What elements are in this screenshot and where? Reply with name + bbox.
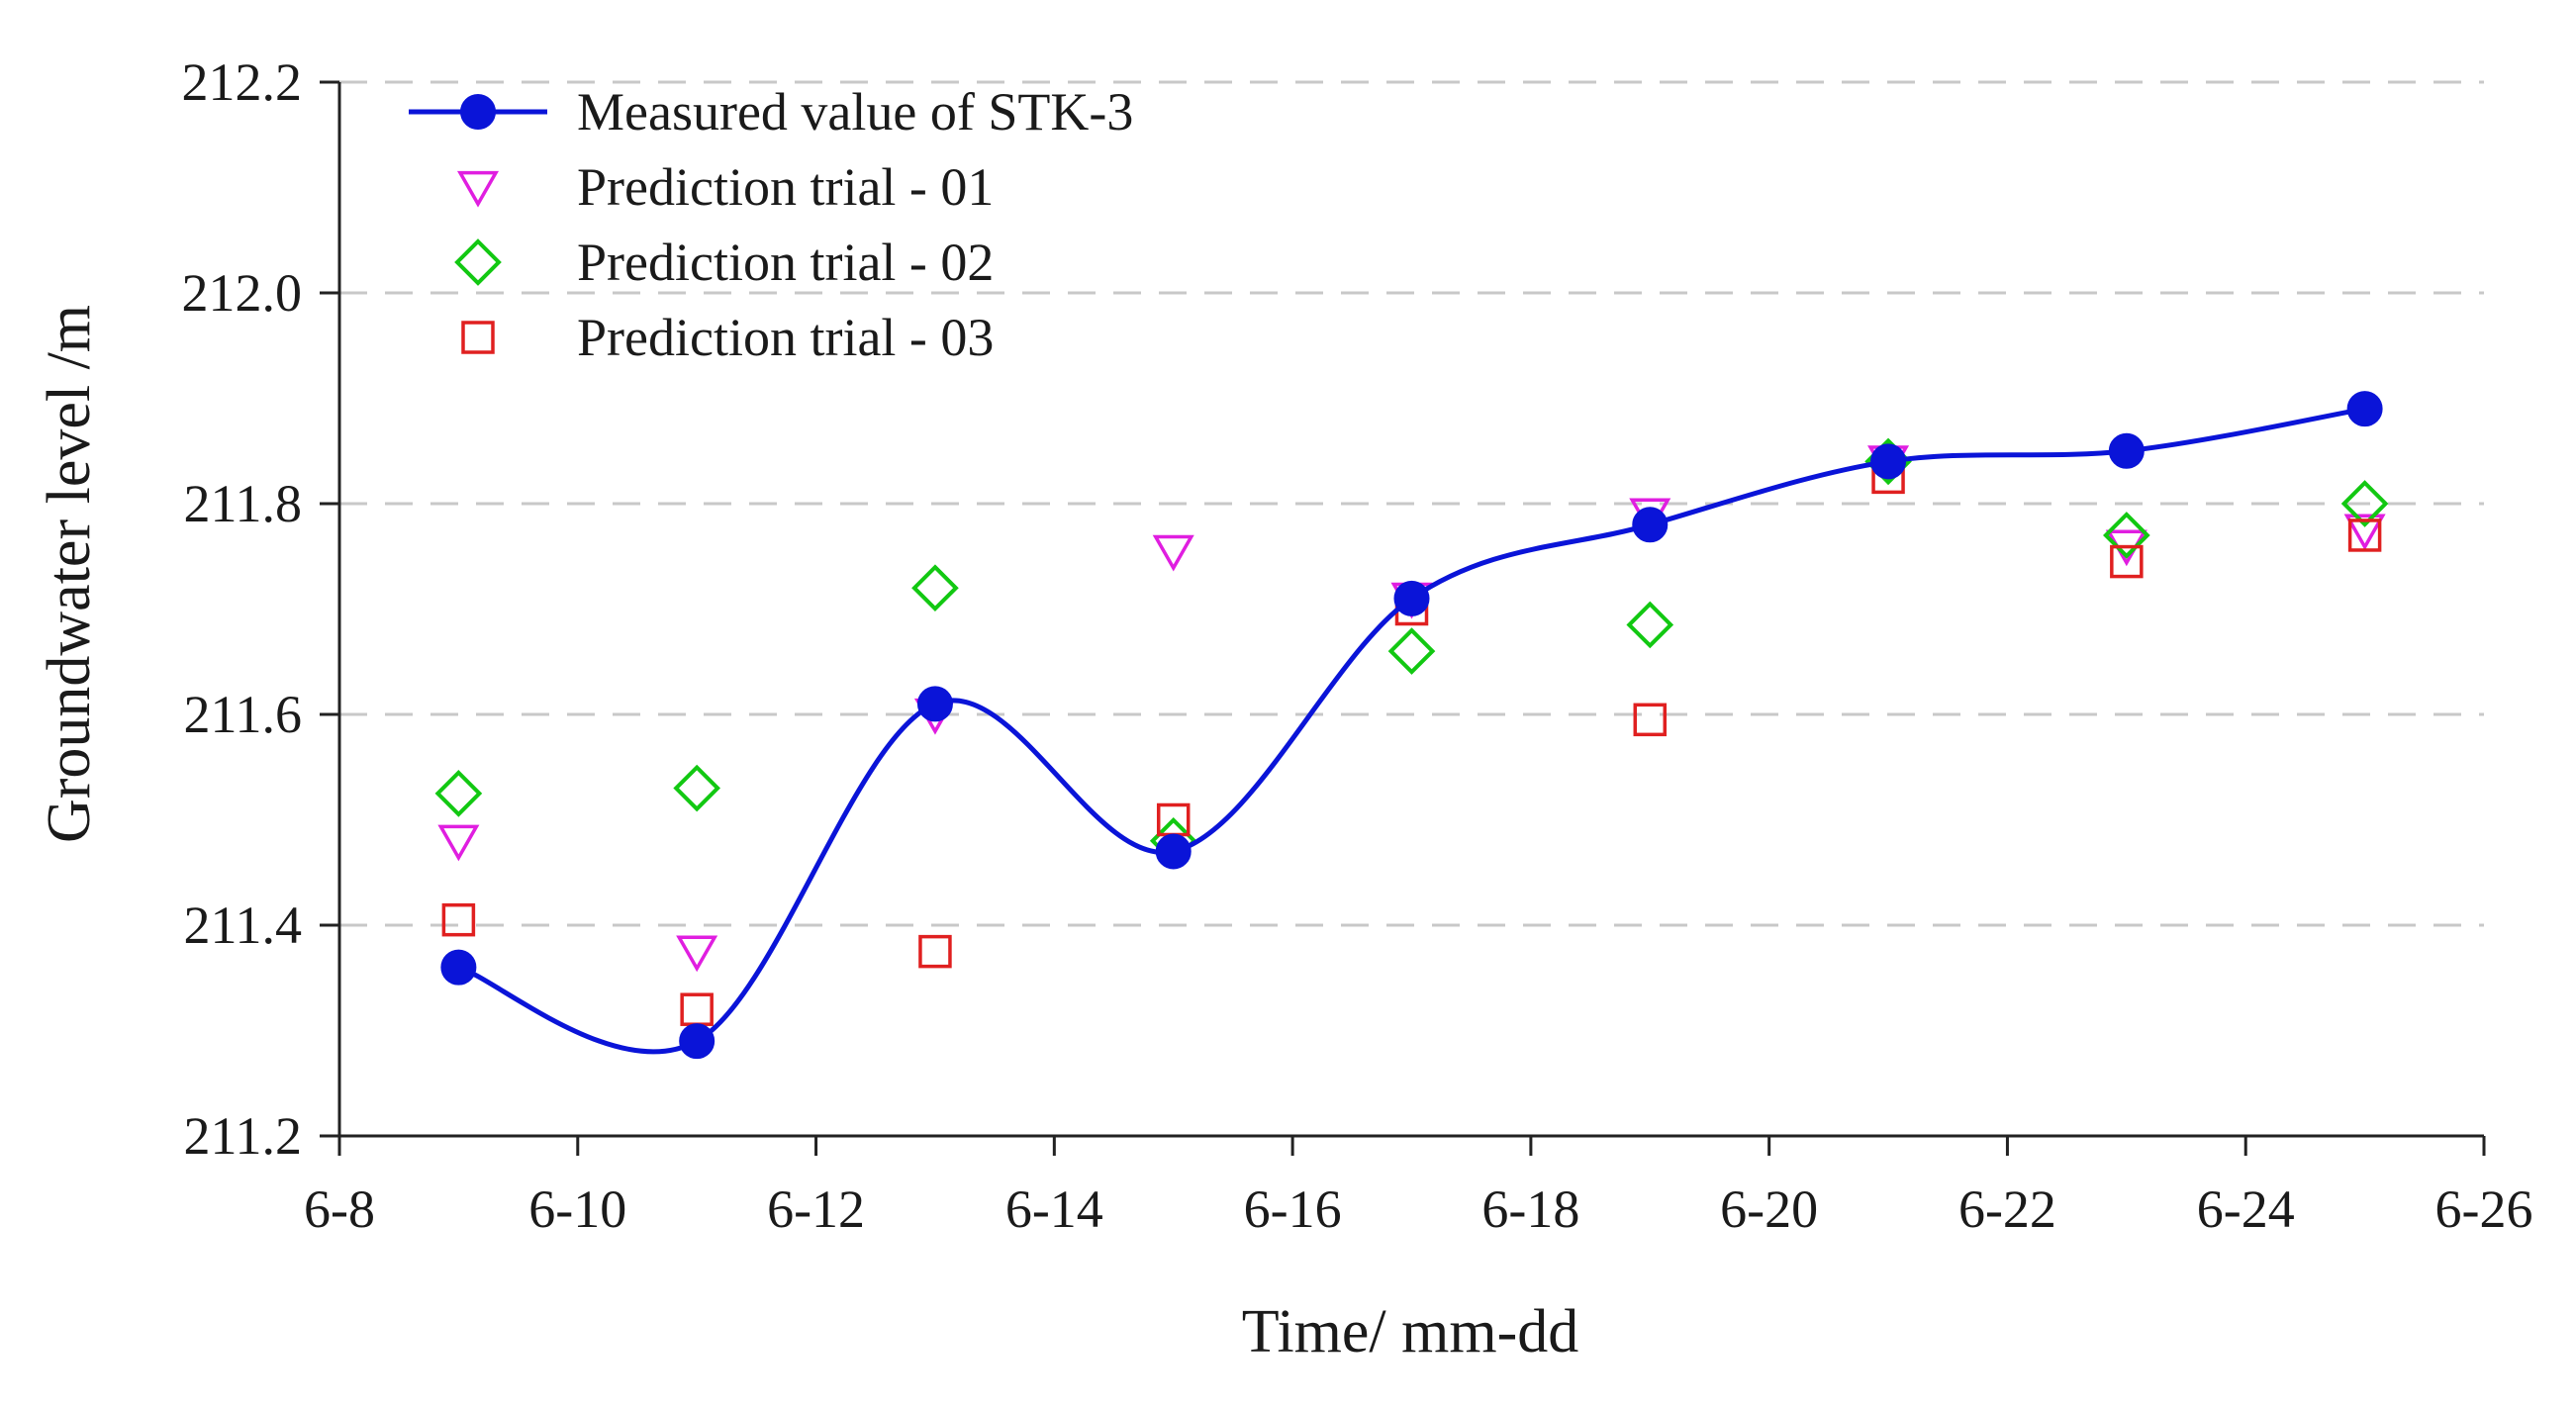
gridlines xyxy=(339,80,2484,927)
data-point xyxy=(2347,518,2382,552)
y-tick-label: 212.2 xyxy=(182,52,303,112)
legend-label: Prediction trial - 03 xyxy=(577,308,994,367)
legend-marker xyxy=(461,321,495,354)
x-tick-label: 6-14 xyxy=(1005,1179,1103,1239)
x-tick-label: 6-18 xyxy=(1481,1179,1579,1239)
data-point xyxy=(434,770,483,817)
series-measured xyxy=(440,391,2383,1060)
legend: Measured value of STK-3 Prediction trial … xyxy=(409,82,1133,367)
data-point xyxy=(440,949,477,986)
data-point xyxy=(2346,391,2383,427)
data-point xyxy=(680,992,714,1026)
series-line xyxy=(457,406,2366,1055)
legend-marker xyxy=(454,238,502,286)
data-point xyxy=(1387,627,1436,675)
data-point xyxy=(2343,514,2386,551)
y-tick-label: 211.6 xyxy=(184,685,303,744)
data-point xyxy=(918,934,952,969)
x-axis-title: Time/ mm-dd xyxy=(1242,1298,1579,1365)
data-point xyxy=(1633,703,1668,737)
data-point xyxy=(1632,507,1669,543)
x-tick-label: 6-12 xyxy=(767,1179,865,1239)
legend-entry: Measured value of STK-3 xyxy=(409,82,1133,141)
y-axis-title: Groundwater level /m xyxy=(36,305,103,843)
data-point xyxy=(437,824,480,862)
x-tick-label: 6-20 xyxy=(1720,1179,1818,1239)
legend-marker xyxy=(460,94,496,130)
data-point xyxy=(1393,580,1430,616)
legend-entry: Prediction trial - 02 xyxy=(454,233,994,292)
legend-label: Prediction trial - 01 xyxy=(577,157,994,217)
data-point xyxy=(1626,601,1674,649)
data-point xyxy=(1870,443,1907,480)
data-point xyxy=(1152,534,1194,572)
data-point xyxy=(2103,512,2150,559)
data-point xyxy=(2340,480,2389,527)
x-tick-label: 6-22 xyxy=(1958,1179,2056,1239)
legend-label: Prediction trial - 02 xyxy=(577,233,994,292)
y-tick-label: 211.8 xyxy=(184,474,303,533)
legend-entry: Prediction trial - 03 xyxy=(461,308,994,367)
axes: 211.2 211.4 211.6 211.8 212.0 212.2 6-8 6-10 6-1… xyxy=(182,52,2533,1239)
data-point xyxy=(2108,432,2145,469)
legend-entry: Prediction trial - 01 xyxy=(456,157,994,217)
y-tick-label: 212.0 xyxy=(182,263,303,323)
y-tick-label: 211.4 xyxy=(184,895,303,955)
x-tick-label: 6-24 xyxy=(2197,1179,2295,1239)
data-point xyxy=(916,686,953,722)
x-tick-label: 6-8 xyxy=(304,1179,375,1239)
data-point xyxy=(441,902,476,937)
x-tick-label: 6-16 xyxy=(1244,1179,1342,1239)
series-trial-03 xyxy=(441,460,2382,1026)
data-point xyxy=(676,935,718,973)
data-point xyxy=(673,764,720,812)
y-tick-label: 211.2 xyxy=(184,1106,303,1166)
series-trial-01 xyxy=(437,445,2386,973)
x-tick-label: 6-10 xyxy=(528,1179,626,1239)
x-tick-label: 6-26 xyxy=(2435,1179,2533,1239)
data-point xyxy=(679,1023,716,1060)
series xyxy=(434,391,2389,1060)
legend-label: Measured value of STK-3 xyxy=(577,82,1133,141)
data-point xyxy=(1155,833,1192,870)
data-point xyxy=(2110,544,2144,579)
legend-marker xyxy=(456,170,500,208)
data-point xyxy=(911,564,959,612)
